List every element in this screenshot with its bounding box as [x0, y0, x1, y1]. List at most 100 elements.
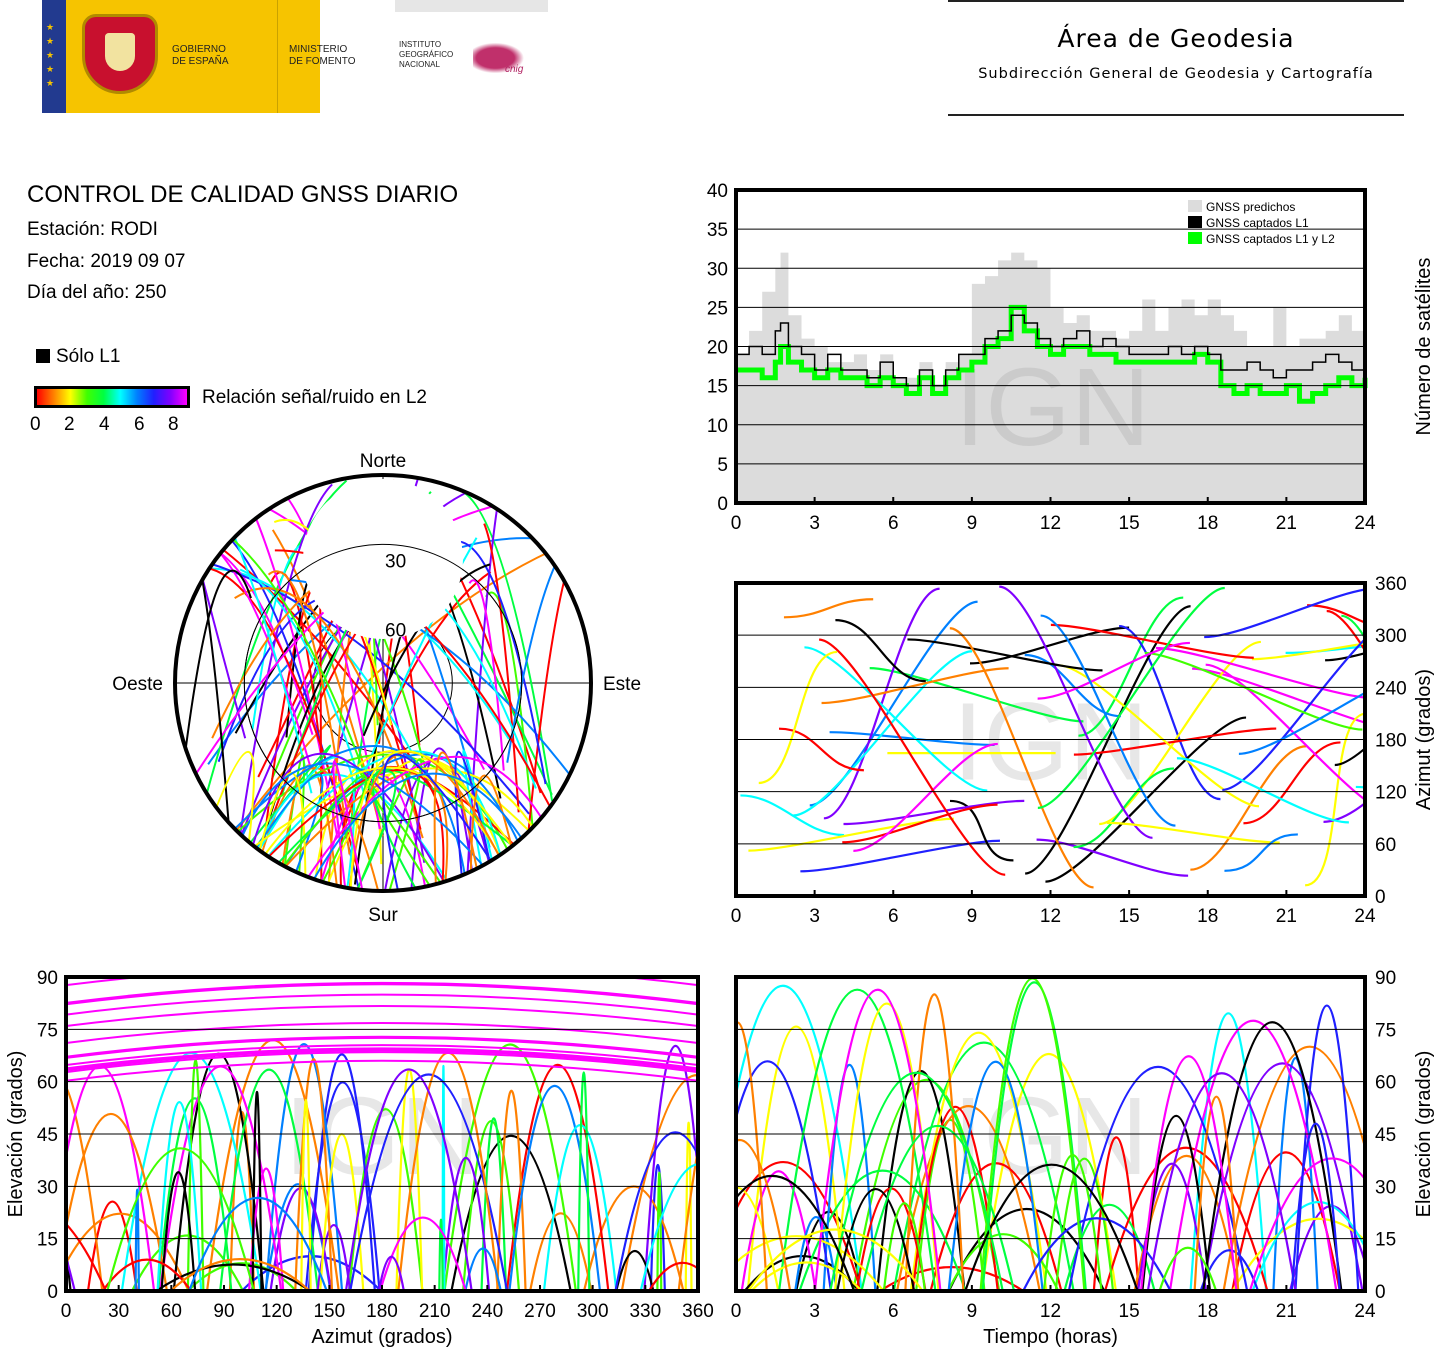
azimuth-track: [1176, 757, 1349, 824]
sky-track: [306, 772, 553, 891]
elevation-vs-azimuth-xtick-label: 330: [629, 1301, 661, 1322]
azimuth-vs-time-ytick-label: 60: [1375, 835, 1396, 856]
azimuth-track: [829, 731, 995, 747]
elevation-track: [294, 1058, 334, 1291]
satellite-count-ytick-label: 5: [717, 455, 728, 476]
elevation-time-track: [981, 981, 1087, 1291]
elevation-track: [134, 1188, 140, 1291]
azimuth-track: [1325, 652, 1365, 662]
satellite-count-ytick-label: 20: [707, 338, 728, 359]
elevation-time-track: [1168, 1020, 1338, 1291]
elevation-time-track: [1201, 1062, 1364, 1291]
elevation-track: [160, 1171, 197, 1291]
sky-track: [240, 752, 451, 891]
elevation-time-track: [1202, 1021, 1343, 1291]
south-label: Sur: [368, 905, 398, 926]
elevation-time-track: [1272, 1056, 1319, 1291]
snr-label: Relación señal/ruido en L2: [202, 387, 427, 408]
elevation-time-track: [860, 1125, 1016, 1291]
elevation-vs-time-ytick-label: 75: [1375, 1020, 1396, 1041]
azimuth-track: [1037, 586, 1225, 809]
ring-30-top: [243, 543, 523, 823]
satellite-count-xtick-label: 18: [1197, 513, 1218, 534]
elevation-track: [156, 1101, 203, 1291]
skyplot-chart: Norte Sur Este Oeste 30 60: [112, 451, 641, 926]
elevation-vs-azimuth-xtick-label: 150: [313, 1301, 345, 1322]
elevation-time-track: [1139, 1055, 1238, 1291]
sky-track: [262, 772, 449, 891]
north-hole: [303, 479, 463, 639]
elevation-track: [379, 1216, 467, 1291]
elevation-track: [656, 1171, 663, 1291]
azimuth-vs-time-xtick-label: 24: [1354, 906, 1376, 927]
azimuth-track: [1078, 596, 1184, 737]
satellite-count-xtick-label: 6: [888, 513, 899, 534]
ign-logo: INSTITUTO GEOGRÁFICO NACIONAL cnig: [395, 0, 548, 113]
azimuth-track: [804, 646, 988, 792]
elevation-vs-time-group: 0 15 30 45 60 75 90 0 3 6 9 12 15 18 21 24: [731, 968, 1396, 1322]
sky-track: [234, 768, 445, 891]
elevation-vs-azimuth-xtick-label: 60: [161, 1301, 182, 1322]
elevation-track: [300, 1099, 312, 1291]
elevation-vs-azimuth-xtick-label: 270: [524, 1301, 556, 1322]
azimuth-track: [1045, 716, 1247, 883]
skyplot-border: [173, 473, 593, 893]
elevation-time-track: [736, 984, 863, 1291]
sky-track: [454, 540, 547, 785]
elevation-vs-time-xtick-label: 18: [1197, 1301, 1218, 1322]
elevation-vs-time-xtick-label: 0: [731, 1301, 742, 1322]
elevation-vs-time-chart: IGN Elevación (grados)Tiempo (horas): [734, 975, 1435, 1348]
snr-tick: 0: [30, 414, 41, 435]
elevation-track: [66, 1036, 698, 1059]
elevation-vs-azimuth-ylabel: Elevación (grados): [5, 1051, 27, 1218]
elevation-vs-azimuth-ytick-label: 30: [37, 1177, 58, 1198]
elevation-track: [155, 1263, 311, 1291]
sky-track: [176, 745, 469, 891]
satellite-count-ytick-label: 15: [707, 377, 728, 398]
elevation-track: [219, 1068, 319, 1291]
ministerio-label: MINISTERIO DE FOMENTO: [289, 44, 356, 67]
elevation-vs-azimuth-ytick-label: 75: [37, 1020, 58, 1041]
azimuth-track: [843, 799, 1025, 826]
elevation-time-track: [813, 988, 942, 1291]
satellite-count-xtick-label: 0: [731, 513, 742, 534]
azimuth-track: [1243, 741, 1341, 825]
sky-track: [462, 749, 501, 891]
elevation-vs-azimuth-xtick-label: 90: [213, 1301, 234, 1322]
page-title: CONTROL DE CALIDAD GNSS DIARIO: [27, 181, 459, 208]
ring-label: 60: [385, 621, 406, 642]
elevation-time-track: [836, 1187, 916, 1291]
satellite-count-ytick-label: 40: [707, 181, 728, 202]
azimuth-vs-time-xtick-label: 21: [1276, 906, 1297, 927]
azimuth-track: [1040, 614, 1176, 827]
satellite-count-ytick-label: 0: [717, 494, 728, 515]
sky-track: [324, 758, 515, 891]
cnig-logo-icon: [473, 40, 529, 76]
azimuth-track: [1238, 691, 1365, 755]
sky-track: [221, 762, 506, 891]
elevation-track: [66, 1044, 698, 1067]
elevation-time-track: [1103, 1146, 1269, 1291]
azimuth-track: [1204, 588, 1365, 639]
azimuth-track: [800, 839, 1000, 873]
azimuth-track: [969, 626, 1130, 665]
series-line-1: [736, 314, 1365, 387]
elevation-time-track: [915, 1118, 986, 1291]
sky-track: [332, 760, 364, 891]
elevation-track: [377, 1255, 405, 1291]
azimuth-track: [821, 667, 1009, 705]
elevation-vs-time-xtick-label: 9: [967, 1301, 978, 1322]
elevation-vs-azimuth-ytick-label: 0: [47, 1282, 58, 1303]
azimuth-vs-time-xtick-label: 3: [809, 906, 820, 927]
legend-label: GNSS predichos: [1206, 200, 1295, 214]
predicted-area: [736, 252, 1365, 503]
azimuth-vs-time-ytick-label: 240: [1375, 678, 1407, 699]
elevation-track: [66, 1212, 190, 1291]
elevation-track: [66, 1047, 698, 1070]
snr-tick: 8: [168, 414, 179, 435]
legend-label: GNSS captados L1: [1206, 216, 1309, 230]
elevation-track: [677, 1143, 698, 1291]
elevation-vs-azimuth-xtick-label: 120: [261, 1301, 293, 1322]
azimuth-track: [818, 638, 1006, 876]
elevation-time-track: [1248, 1157, 1365, 1291]
